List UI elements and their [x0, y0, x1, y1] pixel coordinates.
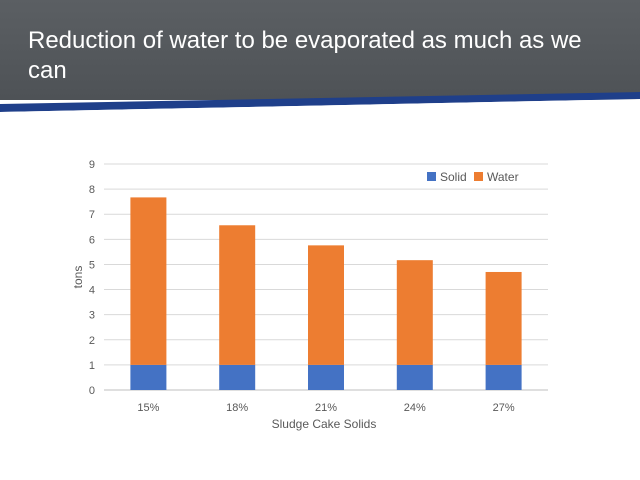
y-axis-label: tons [71, 266, 85, 289]
header-accent-stripe [0, 92, 640, 112]
y-tick-label: 3 [89, 310, 95, 322]
y-tick-label: 2 [89, 335, 95, 347]
slide-header: Reduction of water to be evaporated as m… [0, 0, 640, 100]
x-axis-label: Sludge Cake Solids [272, 417, 377, 431]
bar-water [219, 225, 256, 365]
bar-water [485, 271, 522, 365]
y-tick-labels: 0 1 2 3 4 5 6 7 8 9 [89, 159, 95, 397]
bar-solid [485, 364, 522, 390]
y-tick-label: 5 [89, 259, 95, 271]
y-tick-label: 1 [89, 360, 95, 372]
slide-title: Reduction of water to be evaporated as m… [28, 27, 582, 84]
legend-label-water: Water [487, 170, 519, 184]
y-tick-label: 0 [89, 385, 95, 397]
bar-water [130, 197, 167, 365]
bar-solid [130, 364, 167, 390]
bars [130, 197, 522, 390]
bar-water [308, 245, 344, 365]
x-tick-label: 21% [315, 402, 337, 414]
bar-solid [219, 364, 256, 390]
y-tick-label: 7 [89, 209, 95, 221]
legend-label-solid: Solid [440, 170, 467, 184]
x-tick-label: 15% [137, 402, 159, 414]
legend: Solid Water [427, 170, 519, 184]
x-tick-labels: 15% 18% 21% 24% 27% [137, 402, 514, 414]
bar-water [396, 260, 433, 365]
y-tick-label: 4 [89, 285, 95, 297]
x-tick-label: 24% [404, 402, 426, 414]
bar-solid [308, 364, 344, 390]
x-tick-label: 18% [226, 402, 248, 414]
y-tick-label: 8 [89, 184, 95, 196]
y-tick-label: 9 [89, 159, 95, 171]
legend-swatch-water [474, 172, 483, 181]
legend-swatch-solid [427, 172, 436, 181]
bar-solid [396, 364, 433, 390]
y-tick-label: 6 [89, 234, 95, 246]
x-tick-label: 27% [493, 402, 515, 414]
header-white-line [0, 99, 640, 114]
